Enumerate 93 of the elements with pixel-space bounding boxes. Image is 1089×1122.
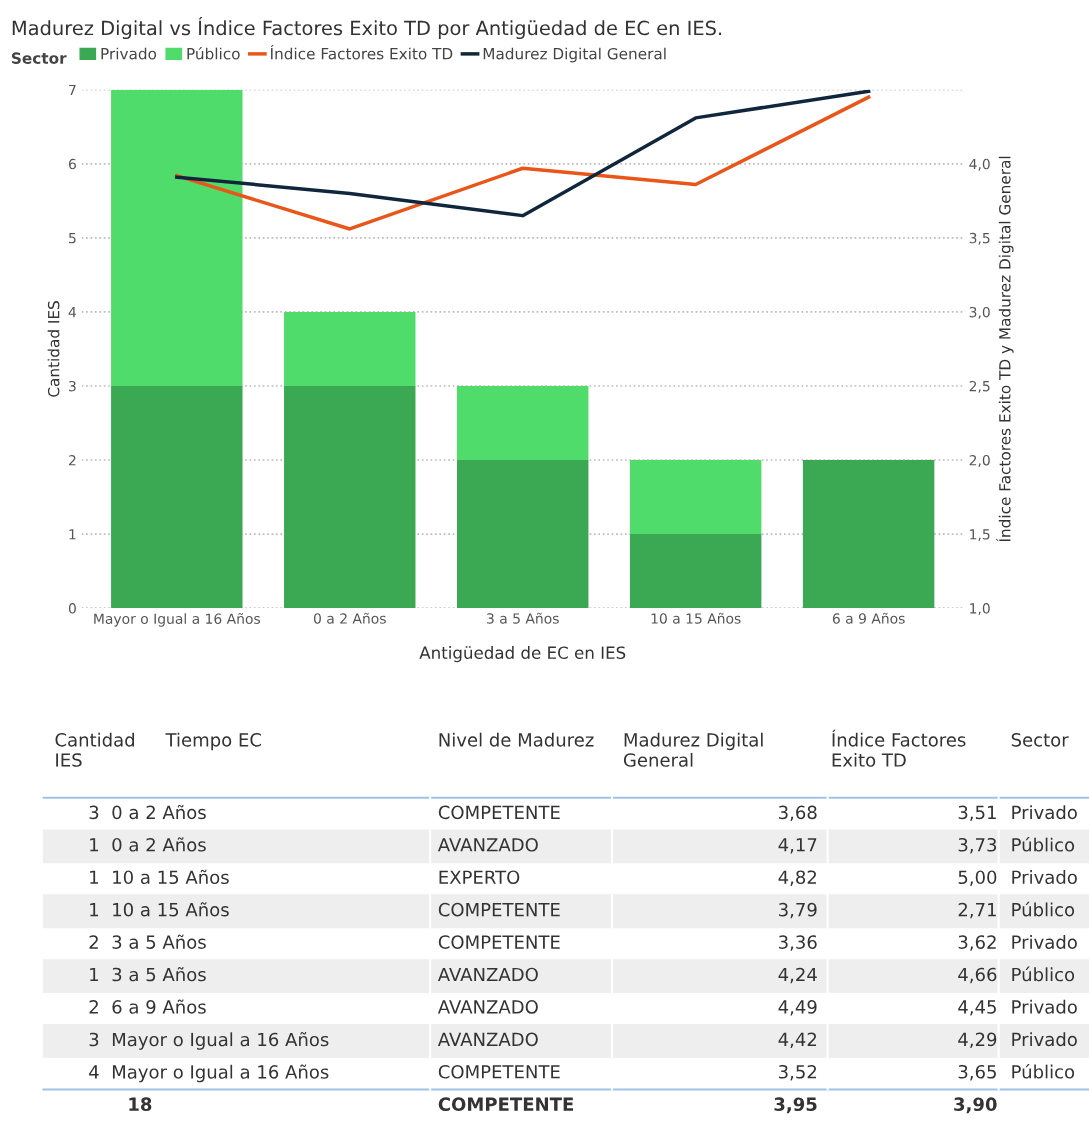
legend-label: Índice Factores Exito TD [270,45,453,60]
bar [284,385,416,609]
bar [111,89,243,386]
text: 2 3 a 5 Años [89,934,206,949]
text: 1 3 a 5 Años [90,967,206,982]
text: 4,29 [958,1032,997,1049]
text: 4,42 [778,1032,817,1049]
text: 3,65 [958,1064,996,1081]
text: COMPETENTE [438,805,560,820]
text: Privado [1012,870,1077,885]
category-label: Cantidad IES [55,732,135,767]
bar [457,460,589,609]
bar [629,460,762,535]
text: 1 10 a 15 Años [90,902,229,917]
text: 3,79 [779,902,817,919]
bar [457,385,589,461]
text: 3,52 [779,1064,817,1081]
category-label: Madurez Digital General [623,732,763,767]
text: COMPETENTE [438,1064,560,1079]
y-tick-label: 1 [69,529,76,540]
y-tick-label: 7 [69,84,76,96]
text: 3,51 [958,805,996,822]
x-axis-title: Antigüedad de EC en IES [419,646,626,663]
text: 2,71 [958,902,996,919]
text: 3,62 [958,935,996,951]
y-tick-label: 3 [69,380,76,392]
text: Privado [1012,1032,1077,1047]
text: 4 Mayor o Igual a 16 Años [89,1064,329,1083]
bar [284,311,416,386]
text: Público [1012,966,1075,982]
text: COMPETENTE [438,902,560,917]
x-tick-label: 6 a 9 Años [832,612,905,624]
text: 18 [129,1097,152,1112]
category-label: Sector [1011,732,1069,747]
text: 3,95 [774,1097,817,1114]
text: Privado [1012,999,1077,1014]
text: Público [1012,836,1075,852]
y2-tick-label: 3,0 [969,306,990,319]
text: AVANZADO [437,967,538,982]
bar [802,460,935,609]
bar [111,385,243,609]
text: AVANZADO [437,1000,538,1014]
category-label: Nivel de Madurez [439,732,594,747]
text: 3 0 a 2 Años [89,804,206,820]
text: 3,68 [779,805,817,822]
y2-tick-label: 2,5 [969,380,990,393]
text: 3,36 [779,935,817,951]
category-label: Tiempo EC [165,732,261,751]
chart-title: Madurez Digital vs Índice Factores Exito TD por Antigüedad de EC en IES. [12,17,722,40]
x-tick-label: 0 a 2 Años [313,612,386,624]
text: 4,45 [958,1000,996,1016]
text: EXPERTO [439,870,520,885]
y2-tick-label: 3,5 [969,232,990,245]
text: 5,00 [958,870,997,886]
text: AVANZADO [437,837,538,852]
x-tick-label: 10 a 15 Años [651,612,741,624]
text: Público [1012,901,1075,917]
y-axis-title: Cantidad IES [47,301,60,397]
y-tick-label: 2 [68,454,76,466]
y2-tick-label: 2,0 [969,454,990,467]
text: Público [1012,1063,1075,1079]
legend-label: Privado [101,47,157,60]
y-tick-label: 6 [68,158,76,170]
text: Privado [1012,934,1077,949]
text: COMPETENTE [438,1097,573,1112]
legend-title: Sector [11,52,67,64]
text: 4,66 [958,967,997,984]
text: 3,90 [954,1097,997,1114]
x-tick-label: Mayor o Igual a 16 Años [94,612,261,627]
x-tick-label: 3 a 5 Años [487,612,559,624]
text: 4,17 [778,838,817,854]
text: 4,24 [778,967,817,984]
text: 3,73 [958,837,997,854]
category-label: Índice Factores Exito TD [832,729,966,767]
text: 4,82 [778,870,817,886]
y-tick-label: 4 [68,307,77,318]
text: 2 6 a 9 Años [89,999,206,1014]
text: 3 Mayor o Igual a 16 Años [89,1032,329,1050]
legend-label: Madurez Digital General [483,47,666,63]
text: COMPETENTE [438,935,560,949]
bar [629,534,762,609]
text: Privado [1012,805,1077,820]
text: 4,49 [778,1000,817,1016]
text: 1 10 a 15 Años [90,869,229,885]
y-tick-label: 5 [69,233,76,244]
legend-label: Público [187,47,240,60]
text: AVANZADO [437,1032,538,1047]
text: 1 0 a 2 Años [90,837,206,852]
y2-tick-label: 1,5 [970,529,990,541]
y2-tick-label: 1,0 [970,603,990,616]
y-tick-label: 0 [68,603,76,614]
y2-tick-label: 4,0 [969,158,990,171]
y2-axis-title: Índice Factores Exito TD y Madurez Digital General [996,156,1014,542]
